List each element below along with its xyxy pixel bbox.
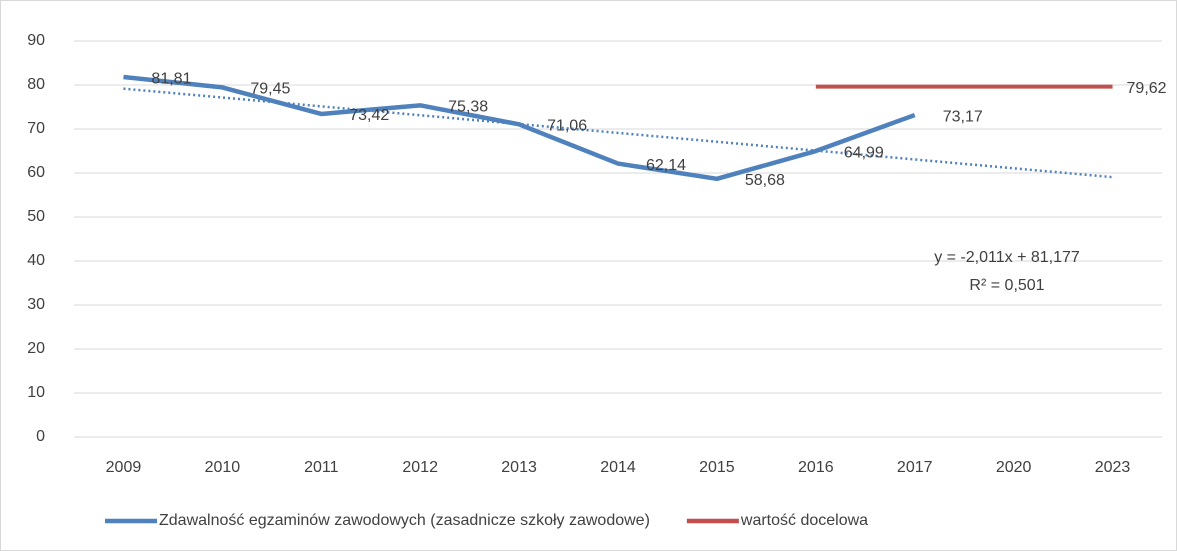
y-tick-label: 0: [36, 428, 45, 445]
legend-label: Zdawalność egzaminów zawodowych (zasadni…: [159, 512, 650, 529]
y-tick-label: 20: [27, 340, 45, 357]
y-tick-label: 10: [27, 384, 45, 401]
x-tick-label: 2010: [205, 459, 241, 476]
y-tick-label: 60: [27, 164, 45, 181]
trendline-equation: y = -2,011x + 81,177: [934, 249, 1080, 266]
legend-label: wartość docelowa: [740, 512, 868, 529]
data-label: 71,06: [547, 118, 587, 135]
x-tick-label: 2012: [402, 459, 438, 476]
data-label: 73,17: [943, 108, 983, 125]
data-label: 58,68: [745, 172, 785, 189]
data-label: 81,81: [151, 70, 191, 87]
x-tick-label: 2009: [106, 459, 142, 476]
data-label: 62,14: [646, 157, 686, 174]
x-tick-label: 2017: [897, 459, 933, 476]
x-tick-label: 2015: [699, 459, 735, 476]
x-tick-label: 2013: [501, 459, 537, 476]
x-tick-label: 2023: [1095, 459, 1131, 476]
y-tick-label: 30: [27, 296, 45, 313]
data-label: 79,45: [250, 81, 290, 98]
y-tick-label: 50: [27, 208, 45, 225]
series-line: [123, 74, 916, 182]
x-tick-label: 2014: [600, 459, 636, 476]
y-tick-label: 90: [27, 32, 45, 49]
data-label: 75,38: [448, 99, 488, 116]
x-tick-label: 2020: [996, 459, 1032, 476]
data-label: 64,99: [844, 144, 884, 161]
y-tick-label: 40: [27, 252, 45, 269]
x-tick-label: 2011: [304, 459, 339, 476]
data-label: 79,62: [1127, 80, 1167, 97]
x-tick-label: 2016: [798, 459, 834, 476]
data-label: 73,42: [349, 107, 389, 124]
y-tick-label: 80: [27, 76, 45, 93]
trendline-r2: R² = 0,501: [969, 277, 1044, 294]
y-tick-label: 70: [27, 120, 45, 137]
